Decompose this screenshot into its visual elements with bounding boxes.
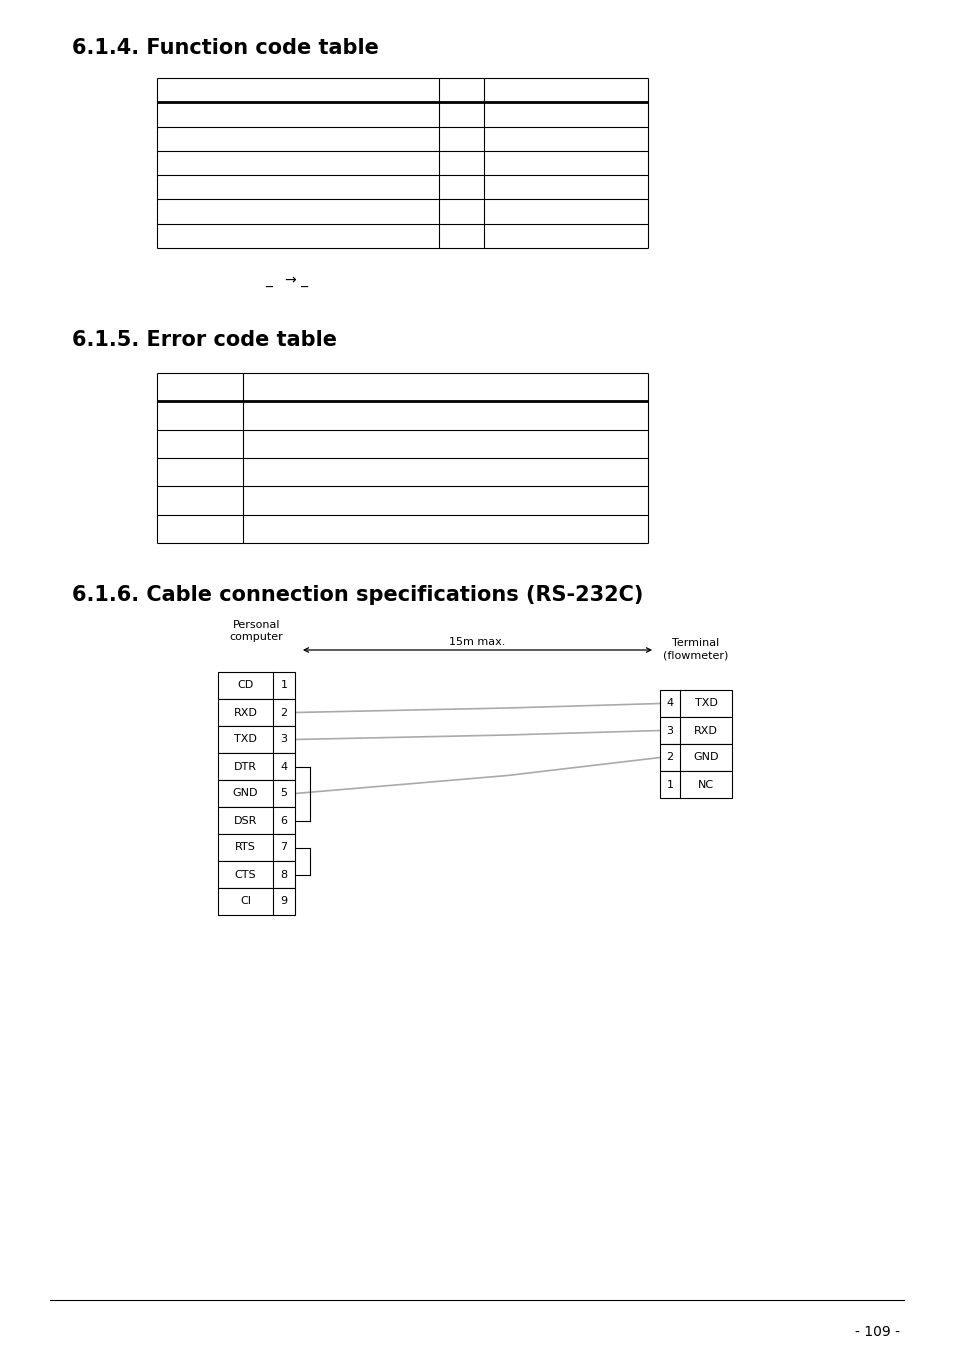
Text: 1: 1 xyxy=(666,780,673,789)
Text: - 109 -: - 109 - xyxy=(854,1325,899,1339)
Bar xyxy=(218,888,294,915)
Text: CI: CI xyxy=(240,897,251,907)
Text: 4: 4 xyxy=(666,698,673,708)
Text: 6.1.5. Error code table: 6.1.5. Error code table xyxy=(71,330,336,350)
Text: 6: 6 xyxy=(280,816,287,825)
Bar xyxy=(218,698,294,725)
Text: 8: 8 xyxy=(280,870,287,880)
Bar xyxy=(659,771,731,798)
Text: 6.1.4. Function code table: 6.1.4. Function code table xyxy=(71,38,378,58)
Text: GND: GND xyxy=(693,753,718,762)
Bar xyxy=(218,753,294,780)
Bar xyxy=(218,725,294,753)
Text: NC: NC xyxy=(698,780,713,789)
Bar xyxy=(218,780,294,807)
Text: CD: CD xyxy=(237,681,253,690)
Bar xyxy=(218,807,294,834)
Bar xyxy=(218,671,294,698)
Bar xyxy=(659,744,731,771)
Bar xyxy=(659,690,731,717)
Bar xyxy=(218,861,294,888)
Text: TXD: TXD xyxy=(694,698,717,708)
Text: DTR: DTR xyxy=(233,762,256,771)
Text: RTS: RTS xyxy=(234,843,255,852)
Text: Terminal
(flowmeter): Terminal (flowmeter) xyxy=(662,638,728,661)
Bar xyxy=(659,717,731,744)
Text: 1: 1 xyxy=(280,681,287,690)
Text: DSR: DSR xyxy=(233,816,257,825)
Text: 6.1.6. Cable connection specifications (RS-232C): 6.1.6. Cable connection specifications (… xyxy=(71,585,642,605)
Text: 7: 7 xyxy=(280,843,287,852)
Text: 2: 2 xyxy=(666,753,673,762)
Text: 5: 5 xyxy=(280,789,287,798)
Text: TXD: TXD xyxy=(233,735,256,744)
Text: 3: 3 xyxy=(666,725,673,735)
Text: _   → _: _ → _ xyxy=(265,273,308,286)
Text: 4: 4 xyxy=(280,762,287,771)
Text: RXD: RXD xyxy=(233,708,257,717)
Text: CTS: CTS xyxy=(234,870,256,880)
Text: 9: 9 xyxy=(280,897,287,907)
Text: GND: GND xyxy=(233,789,258,798)
Text: RXD: RXD xyxy=(694,725,718,735)
Text: Personal
computer: Personal computer xyxy=(230,620,283,642)
Text: 2: 2 xyxy=(280,708,287,717)
Text: 15m max.: 15m max. xyxy=(449,638,505,647)
Bar xyxy=(218,834,294,861)
Text: 3: 3 xyxy=(280,735,287,744)
